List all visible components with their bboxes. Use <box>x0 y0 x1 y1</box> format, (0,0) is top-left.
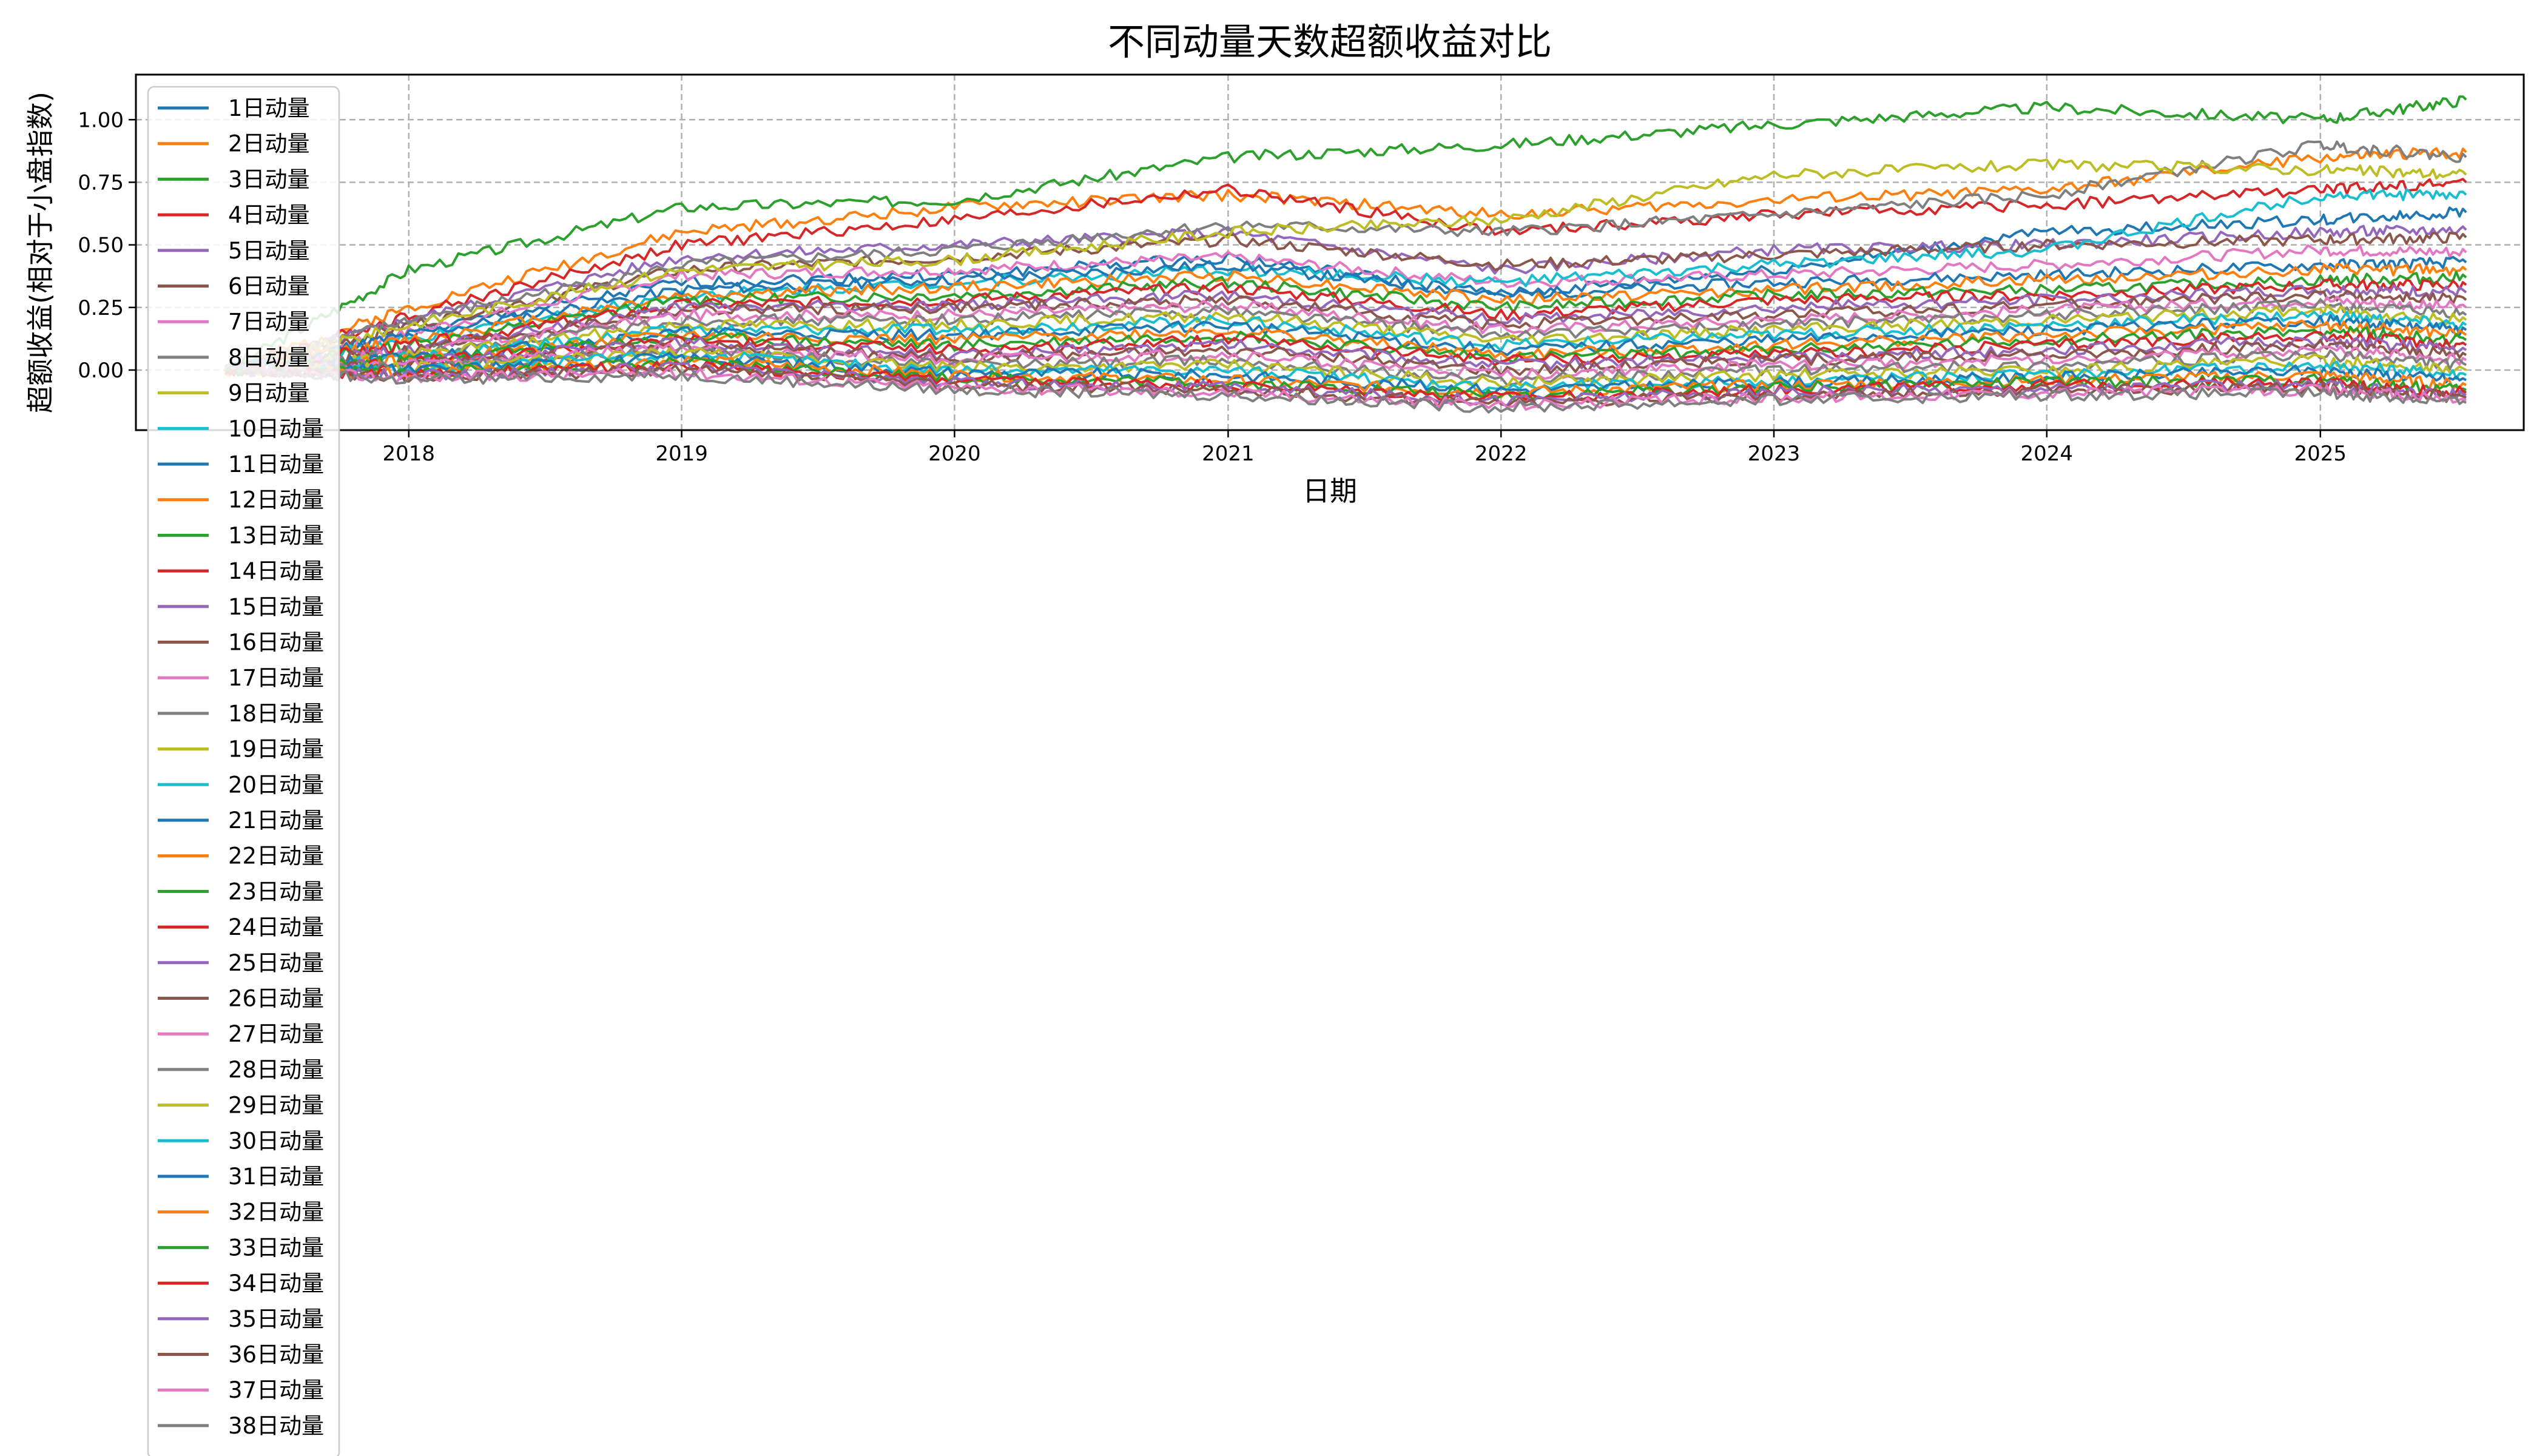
plot-frame <box>135 73 2525 431</box>
series-lines <box>224 95 2467 414</box>
legend-entry-label: 26日动量 <box>228 986 324 1012</box>
series-line <box>224 158 2467 374</box>
legend-entry-label: 3日动量 <box>228 166 310 192</box>
y-axis-ticks: 0.00 0.25 0.50 0.75 1.00 <box>78 108 136 383</box>
series-line <box>224 360 2467 402</box>
legend-entry-label: 35日动量 <box>228 1306 324 1332</box>
legend-entry-label: 27日动量 <box>228 1021 324 1047</box>
legend-entry-label: 36日动量 <box>228 1342 324 1368</box>
x-tick-label: 2023 <box>1748 442 1801 466</box>
series-line <box>224 365 2467 414</box>
legend-entry-label: 37日动量 <box>228 1377 324 1403</box>
legend-entry-label: 1日动量 <box>228 95 310 121</box>
legend-entry-label: 28日动量 <box>228 1057 324 1083</box>
legend-entry-label: 4日动量 <box>228 202 310 228</box>
series-line <box>224 284 2467 376</box>
series-line <box>224 95 2467 374</box>
legend-entry-label: 5日动量 <box>228 238 310 264</box>
legend-entry-label: 24日动量 <box>228 914 324 940</box>
legend-entry-label: 9日动量 <box>228 380 310 406</box>
series-line <box>224 278 2467 375</box>
y-tick-label: 0.75 <box>78 170 124 195</box>
legend-entry-label: 12日动量 <box>228 487 324 513</box>
legend-entry-label: 10日动量 <box>228 416 324 442</box>
series-line <box>224 352 2467 396</box>
x-axis-label: 日期 <box>1303 475 1357 507</box>
y-tick-label: 0.25 <box>78 296 124 320</box>
x-tick-label: 2020 <box>928 442 981 466</box>
series-line <box>225 334 2467 376</box>
legend-entry-label: 21日动量 <box>228 807 324 834</box>
series-line <box>225 325 2467 374</box>
legend-entry-label: 30日动量 <box>228 1128 324 1154</box>
legend-entry-label: 17日动量 <box>228 665 324 691</box>
legend-entry-label: 33日动量 <box>228 1235 324 1261</box>
legend-entry-label: 11日动量 <box>228 451 324 477</box>
chart-title: 不同动量天数超额收益对比 <box>1108 21 1552 64</box>
legend-entry-label: 2日动量 <box>228 131 310 157</box>
x-tick-label: 2022 <box>1475 442 1528 466</box>
y-axis-label: 超额收益(相对于小盘指数) <box>24 92 56 413</box>
series-line <box>225 331 2467 376</box>
legend-entry-label: 34日动量 <box>228 1270 324 1296</box>
legend-entry-label: 25日动量 <box>228 950 324 976</box>
series-line <box>224 244 2467 375</box>
legend-entry-label: 15日动量 <box>228 594 324 620</box>
legend-entry-label: 19日动量 <box>228 736 324 763</box>
x-tick-label: 2024 <box>2021 442 2074 466</box>
series-line <box>224 178 2467 376</box>
legend-entry-label: 8日动量 <box>228 345 310 371</box>
y-tick-label: 0.00 <box>78 359 124 383</box>
legend-entry-label: 13日动量 <box>228 522 324 548</box>
series-line <box>224 342 2467 380</box>
x-axis-ticks: 2018 2019 2020 2021 2022 2023 2024 2025 <box>383 430 2347 466</box>
legend-entry-label: 32日动量 <box>228 1199 324 1225</box>
series-line <box>224 188 2467 376</box>
legend-entry-label: 7日动量 <box>228 309 310 335</box>
series-line <box>224 255 2467 374</box>
legend: 1日动量 2日动量 3日动量 4日动量 5日动量 6日动量 7日动量 8日动量 9日动量 10日动… <box>147 86 340 1456</box>
legend-entry-label: 20日动量 <box>228 772 324 798</box>
x-tick-label: 2021 <box>1202 442 1255 466</box>
legend-entry-label: 23日动量 <box>228 878 324 905</box>
series-line <box>225 311 2467 376</box>
series-line <box>224 295 2467 376</box>
y-tick-label: 0.50 <box>78 234 124 258</box>
legend-entry-label: 14日动量 <box>228 558 324 584</box>
legend-entry-label: 29日动量 <box>228 1093 324 1119</box>
series-line <box>224 347 2467 389</box>
x-tick-label: 2019 <box>655 442 708 466</box>
y-tick-label: 1.00 <box>78 108 124 132</box>
x-tick-label: 2018 <box>383 442 436 466</box>
legend-entry-label: 18日动量 <box>228 701 324 727</box>
series-line <box>224 344 2467 386</box>
legend-entry-label: 31日动量 <box>228 1164 324 1190</box>
series-line <box>224 140 2467 372</box>
legend-entry-label: 16日动量 <box>228 630 324 656</box>
legend-entry-label: 22日动量 <box>228 843 324 869</box>
legend-entry-label: 6日动量 <box>228 274 310 300</box>
x-tick-label: 2025 <box>2294 442 2347 466</box>
legend-entry-label: 38日动量 <box>228 1413 324 1439</box>
series-line <box>225 319 2467 376</box>
